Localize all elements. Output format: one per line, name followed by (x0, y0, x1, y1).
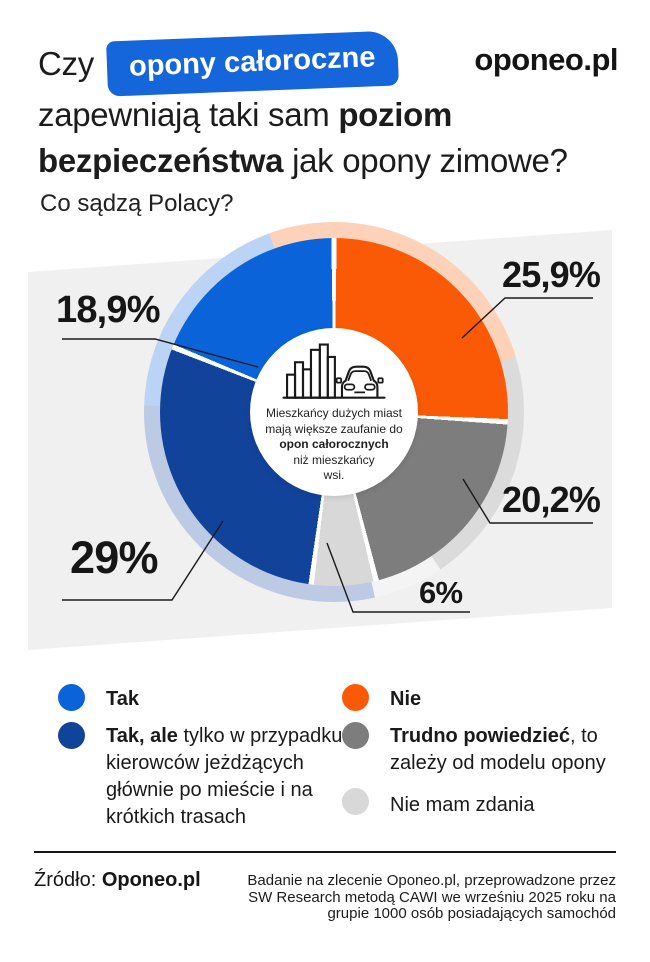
legend-label-rest: tylko w przypadku kierowców jeżdżących g… (106, 725, 343, 828)
legend-label-rest: Nie mam zdania (390, 794, 535, 816)
title-line-3-bold: bezpieczeństwa (38, 142, 284, 179)
title-line-2-bold: poziom (338, 96, 453, 133)
legend-dot-tak (58, 684, 85, 711)
title-line-2: zapewniają taki sam poziom (38, 96, 452, 134)
center-note-line: mają większe zaufanie do (265, 421, 403, 436)
survey-note: Badanie na zlecenie Oponeo.pl, przeprowa… (247, 872, 616, 923)
legend-label-rest: , to zależy od modelu opony (390, 725, 606, 774)
title-prefix: Czy (38, 44, 94, 82)
center-note-line: wsi. (323, 468, 345, 482)
survey-note-line: Badanie na zlecenie Oponeo.pl, przeprowa… (247, 872, 616, 889)
title-line-2-regular: zapewniają taki sam (38, 96, 339, 133)
legend-dot-nie-mam-zdania (342, 788, 369, 815)
percent-label-trudno: 20,2% (502, 479, 601, 520)
legend-label-bold: Trudno powiedzieć (390, 725, 571, 747)
source-line: Źródło: Oponeo.pl (34, 869, 201, 892)
survey-note-line: SW Research metodą CAWI we wrześniu 2025… (248, 888, 616, 906)
center-note-line: Mieszkańcy dużych miast (265, 406, 403, 420)
footer-divider (34, 851, 616, 853)
legend-label-bold: Tak (106, 688, 139, 710)
legend-label-bold: Tak, ale (106, 725, 178, 747)
source-prefix: Źródło: (34, 869, 102, 891)
legend-dot-nie (342, 684, 369, 711)
survey-note-line: grupie 1000 osób posiadających samochód (327, 905, 616, 922)
donut-center-circle: Mieszkańcy dużych miast mają większe zau… (250, 328, 418, 496)
title-line-3-regular: jak opony zimowe? (283, 142, 568, 179)
center-note-line-bold: opon całorocznych (279, 437, 389, 451)
legend-dot-trudno (342, 722, 369, 749)
brand-logo: oponeo.pl (474, 42, 618, 77)
percent-label-nie-mam-zdania: 6% (419, 575, 463, 610)
chart-subtitle: Co sądzą Polacy? (40, 190, 234, 217)
center-note: Mieszkańcy dużych miast mają większe zau… (265, 406, 402, 484)
title-line-3: bezpieczeństwa jak opony zimowe? (38, 142, 568, 180)
legend-label-trudno: Trudno powiedzieć, to zależy od modelu o… (390, 723, 642, 777)
source-name: Oponeo.pl (101, 869, 201, 891)
percent-label-nie: 25,9% (502, 254, 601, 295)
legend-dot-tak-ale (58, 722, 85, 749)
city-car-icon (282, 343, 386, 399)
center-note-line: niż mieszkańcy (293, 452, 375, 467)
percent-label-tak-ale: 29% (70, 532, 158, 583)
legend-label-tak-ale: Tak, ale tylko w przypadku kierowców jeż… (106, 723, 356, 831)
legend-label-nie: Nie (390, 686, 421, 713)
title-line-1: Czy opony całoroczne (38, 30, 399, 97)
legend-label-bold: Nie (390, 688, 422, 710)
legend-label-tak: Tak (106, 686, 139, 713)
percent-label-tak: 18,9% (56, 289, 161, 331)
legend-label-nie-mam-zdania: Nie mam zdania (390, 792, 535, 819)
highlight-badge: opony całoroczne (105, 30, 399, 97)
